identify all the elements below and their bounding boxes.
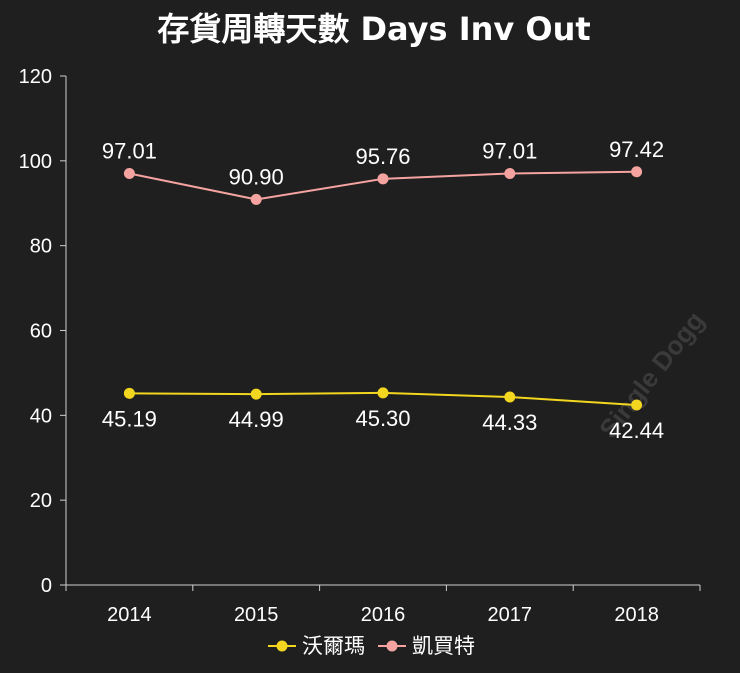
data-point (504, 168, 516, 180)
data-label: 90.90 (229, 164, 284, 189)
data-point (123, 387, 135, 399)
y-tick-label: 80 (30, 236, 52, 258)
series-2: 97.01 90.90 95.76 97.01 97.42 (102, 137, 664, 205)
y-tick-label: 60 (30, 321, 52, 343)
data-point (377, 387, 389, 399)
data-point (377, 173, 389, 185)
x-tick-label: 2016 (361, 604, 406, 626)
legend-label: 凱買特 (412, 634, 475, 658)
series-group: 45.19 44.99 45.30 44.33 42.44 97.01 90.90 95.76… (102, 137, 664, 443)
data-point (631, 399, 643, 411)
y-axis-ticks: 0 20 40 60 80 100 120 (19, 66, 66, 597)
legend: 沃爾瑪 凱買特 (268, 634, 475, 658)
data-point (123, 168, 135, 180)
legend-swatch-marker (386, 640, 398, 652)
data-point (250, 388, 262, 400)
data-point (250, 193, 262, 205)
data-label: 45.19 (102, 406, 157, 431)
chart-title: 存貨周轉天數 Days Inv Out (157, 10, 590, 48)
x-tick-label: 2018 (614, 604, 659, 626)
x-tick-label: 2017 (488, 604, 533, 626)
data-label: 42.44 (609, 418, 664, 443)
data-label: 97.01 (102, 139, 157, 164)
x-tick-label: 2014 (107, 604, 152, 626)
x-axis-ticks: 2014 2015 2016 2017 2018 (65, 585, 701, 626)
data-label: 97.42 (609, 137, 664, 162)
y-tick-label: 120 (19, 66, 52, 88)
data-point (631, 166, 643, 178)
x-tick-label: 2015 (234, 604, 279, 626)
data-label: 97.01 (482, 139, 537, 164)
y-tick-label: 20 (30, 490, 52, 512)
data-label: 44.99 (229, 407, 284, 432)
legend-item: 凱買特 (378, 634, 475, 658)
data-point (504, 391, 516, 403)
data-label: 44.33 (482, 410, 537, 435)
legend-label: 沃爾瑪 (302, 634, 365, 658)
legend-swatch-marker (276, 640, 288, 652)
data-label: 95.76 (355, 144, 410, 169)
y-tick-label: 100 (19, 151, 52, 173)
y-tick-label: 0 (41, 575, 52, 597)
legend-item: 沃爾瑪 (268, 634, 365, 658)
series-1: 45.19 44.99 45.30 44.33 42.44 (102, 387, 664, 443)
y-tick-label: 40 (30, 405, 52, 427)
data-label: 45.30 (355, 406, 410, 431)
